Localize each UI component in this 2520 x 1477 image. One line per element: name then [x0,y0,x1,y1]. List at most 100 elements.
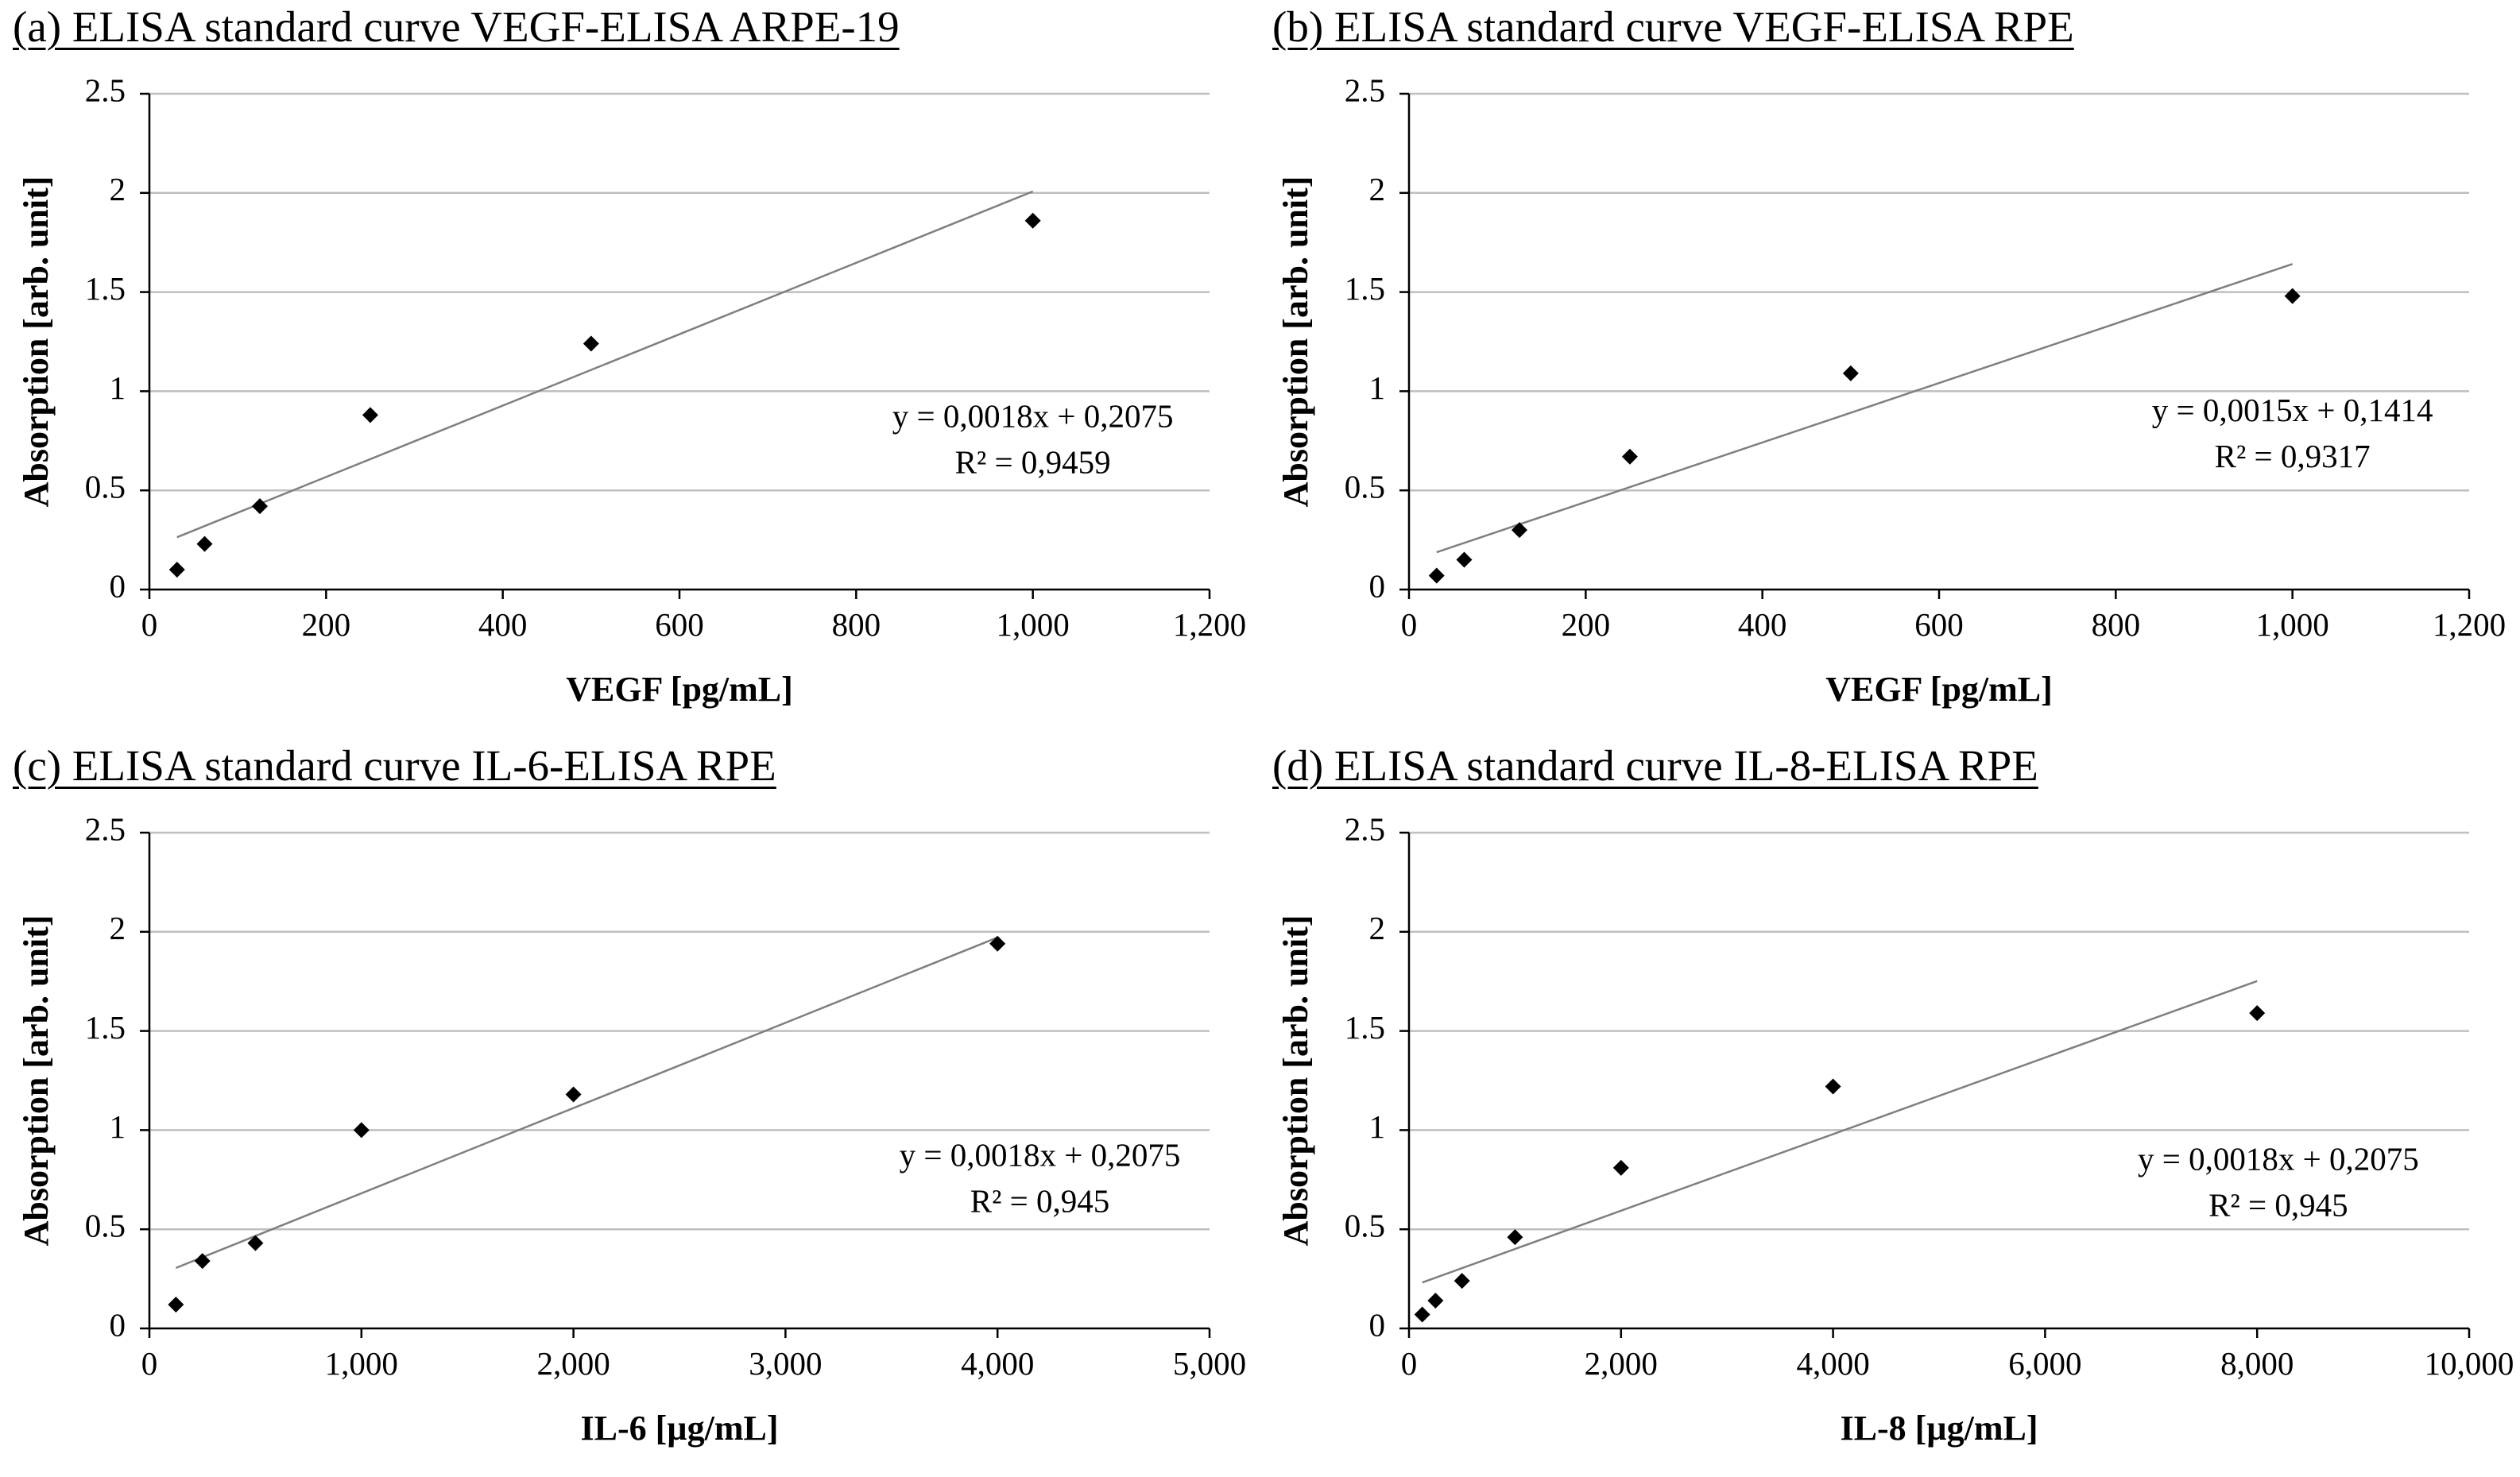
y-tick-label-b-5: 2.5 [1345,72,1385,108]
trendline-b [1436,263,2294,554]
x-tick-label-b-0: 0 [1401,606,1418,643]
x-tick-label-b-5: 1,000 [2256,606,2329,643]
chart-svg-d: 0 0.5 1 1.5 2 2.5 0 2,000 4,000 6,000 8,000 10,000 I… [1276,810,2514,1448]
trendline-a [176,190,1034,539]
data-point-a-5 [1024,212,1041,229]
x-tick-label-a-3: 600 [655,606,704,643]
y-tick-label-d-4: 2 [1369,910,1386,946]
data-point-b-3 [1621,448,1638,465]
x-tick-label-c-3: 3,000 [749,1345,822,1382]
data-point-b-2 [1511,522,1527,539]
y-tick-label-a-4: 2 [110,171,126,207]
y-tick-label-a-0: 0 [110,567,126,604]
y-tick-label-d-2: 1 [1369,1108,1386,1145]
chart-panel-b: 0 0.5 1 1.5 2 2.5 0 200 400 600 800 1,000 1,200 VEGF … [1260,0,2519,738]
chart-svg-c: 0 0.5 1 1.5 2 2.5 0 1,000 2,000 3,000 4,000 5,000 IL… [17,810,1246,1448]
y-tick-label-d-1: 0.5 [1345,1208,1385,1244]
trend-r2-b: R² = 0,9317 [2215,438,2371,474]
y-axis-label-d: Absorption [arb. unit] [1276,915,1315,1247]
y-tick-label-c-1: 0.5 [85,1208,126,1244]
data-point-d-6 [2249,1005,2266,1022]
data-point-c-3 [353,1122,370,1139]
x-tick-label-b-6: 1,200 [2433,606,2506,643]
data-point-d-1 [1427,1293,1444,1309]
y-tick-label-c-3: 1.5 [85,1009,126,1046]
data-point-d-0 [1414,1306,1430,1323]
y-tick-label-a-2: 1 [110,369,126,406]
x-tick-label-a-6: 1,200 [1173,606,1246,643]
data-point-a-3 [362,407,378,423]
y-axis-label-b: Absorption [arb. unit] [1276,176,1315,508]
data-point-d-5 [1825,1078,1841,1095]
x-tick-label-d-5: 10,000 [2425,1345,2514,1382]
x-axis-label-c: IL-6 [µg/mL] [580,1409,778,1448]
data-point-a-4 [583,335,599,352]
y-tick-label-d-3: 1.5 [1345,1009,1385,1046]
x-axis-label-a: VEGF [pg/mL] [566,670,793,709]
y-tick-label-c-0: 0 [110,1306,126,1343]
trend-equation-c: y = 0,0018x + 0,2075 [900,1136,1181,1173]
chart-panel-a: 0 0.5 1 1.5 2 2.5 0 200 400 600 800 1,000 1,200 VEGF … [0,0,1260,738]
y-tick-label-b-1: 0.5 [1345,469,1385,505]
y-tick-label-c-4: 2 [110,910,126,946]
data-point-d-3 [1507,1229,1523,1246]
y-tick-label-d-0: 0 [1369,1306,1386,1343]
data-point-c-5 [989,935,1006,952]
chart-title-d: (d) ELISA standard curve IL-8-ELISA RPE [1272,741,2038,790]
x-tick-label-b-3: 600 [1914,606,1964,643]
x-tick-label-d-3: 6,000 [2008,1345,2081,1382]
x-tick-label-d-1: 2,000 [1585,1345,1658,1382]
x-tick-label-d-2: 4,000 [1796,1345,1869,1382]
y-tick-label-b-0: 0 [1369,567,1386,604]
data-point-b-4 [1842,365,1859,381]
chart-panel-c: 0 0.5 1 1.5 2 2.5 0 1,000 2,000 3,000 4,000 5,000 IL… [0,739,1260,1477]
data-point-c-2 [247,1235,264,1251]
y-tick-label-b-4: 2 [1369,171,1386,207]
y-tick-label-a-5: 2.5 [85,72,126,108]
x-tick-label-a-0: 0 [141,606,158,643]
y-tick-label-c-5: 2.5 [85,810,126,847]
trend-equation-d: y = 0,0018x + 0,2075 [2138,1140,2419,1177]
data-point-d-2 [1454,1273,1470,1289]
data-point-c-0 [168,1297,184,1313]
y-tick-label-b-2: 1 [1369,369,1386,406]
trendline-d [1422,980,2258,1284]
x-tick-label-d-4: 8,000 [2220,1345,2294,1382]
chart-title-c: (c) ELISA standard curve IL-6-ELISA RPE [13,741,776,790]
trend-r2-d: R² = 0,945 [2208,1186,2348,1223]
y-tick-label-c-2: 1 [110,1108,126,1145]
x-tick-label-c-5: 5,000 [1173,1345,1246,1382]
data-point-b-0 [1428,567,1445,584]
chart-title-b: (b) ELISA standard curve VEGF-ELISA RPE [1272,2,2074,51]
x-tick-label-a-5: 1,000 [997,606,1070,643]
chart-panel-d: 0 0.5 1 1.5 2 2.5 0 2,000 4,000 6,000 8,000 10,000 I… [1260,739,2519,1477]
x-tick-label-c-0: 0 [141,1345,158,1382]
trend-equation-b: y = 0,0015x + 0,1414 [2152,392,2433,428]
data-point-b-5 [2284,288,2301,304]
data-point-d-4 [1612,1159,1629,1176]
x-tick-label-c-4: 4,000 [961,1345,1034,1382]
chart-svg-b: 0 0.5 1 1.5 2 2.5 0 200 400 600 800 1,000 1,200 VEGF … [1276,72,2506,709]
x-tick-label-d-0: 0 [1401,1345,1418,1382]
y-axis-label-c: Absorption [arb. unit] [17,915,56,1247]
y-tick-label-a-3: 1.5 [85,270,126,307]
data-point-c-4 [565,1086,582,1103]
data-point-a-0 [168,562,185,578]
data-point-c-1 [194,1253,211,1270]
y-tick-label-a-1: 0.5 [85,469,126,505]
trend-r2-c: R² = 0,945 [970,1182,1110,1219]
x-tick-label-b-4: 800 [2092,606,2141,643]
y-axis-label-a: Absorption [arb. unit] [17,176,56,508]
x-tick-label-a-4: 800 [832,606,881,643]
x-axis-label-b: VEGF [pg/mL] [1825,670,2053,709]
chart-title-a: (a) ELISA standard curve VEGF-ELISA ARPE… [13,2,900,51]
chart-svg-a: 0 0.5 1 1.5 2 2.5 0 200 400 600 800 1,000 1,200 VEGF … [17,72,1246,709]
y-tick-label-b-3: 1.5 [1345,270,1385,307]
data-point-a-2 [251,498,268,515]
data-point-b-1 [1456,551,1473,568]
x-tick-label-b-1: 200 [1562,606,1611,643]
x-tick-label-a-1: 200 [302,606,351,643]
x-axis-label-d: IL-8 [µg/mL] [1840,1409,2038,1448]
x-tick-label-a-2: 400 [478,606,528,643]
x-tick-label-c-1: 1,000 [325,1345,398,1382]
